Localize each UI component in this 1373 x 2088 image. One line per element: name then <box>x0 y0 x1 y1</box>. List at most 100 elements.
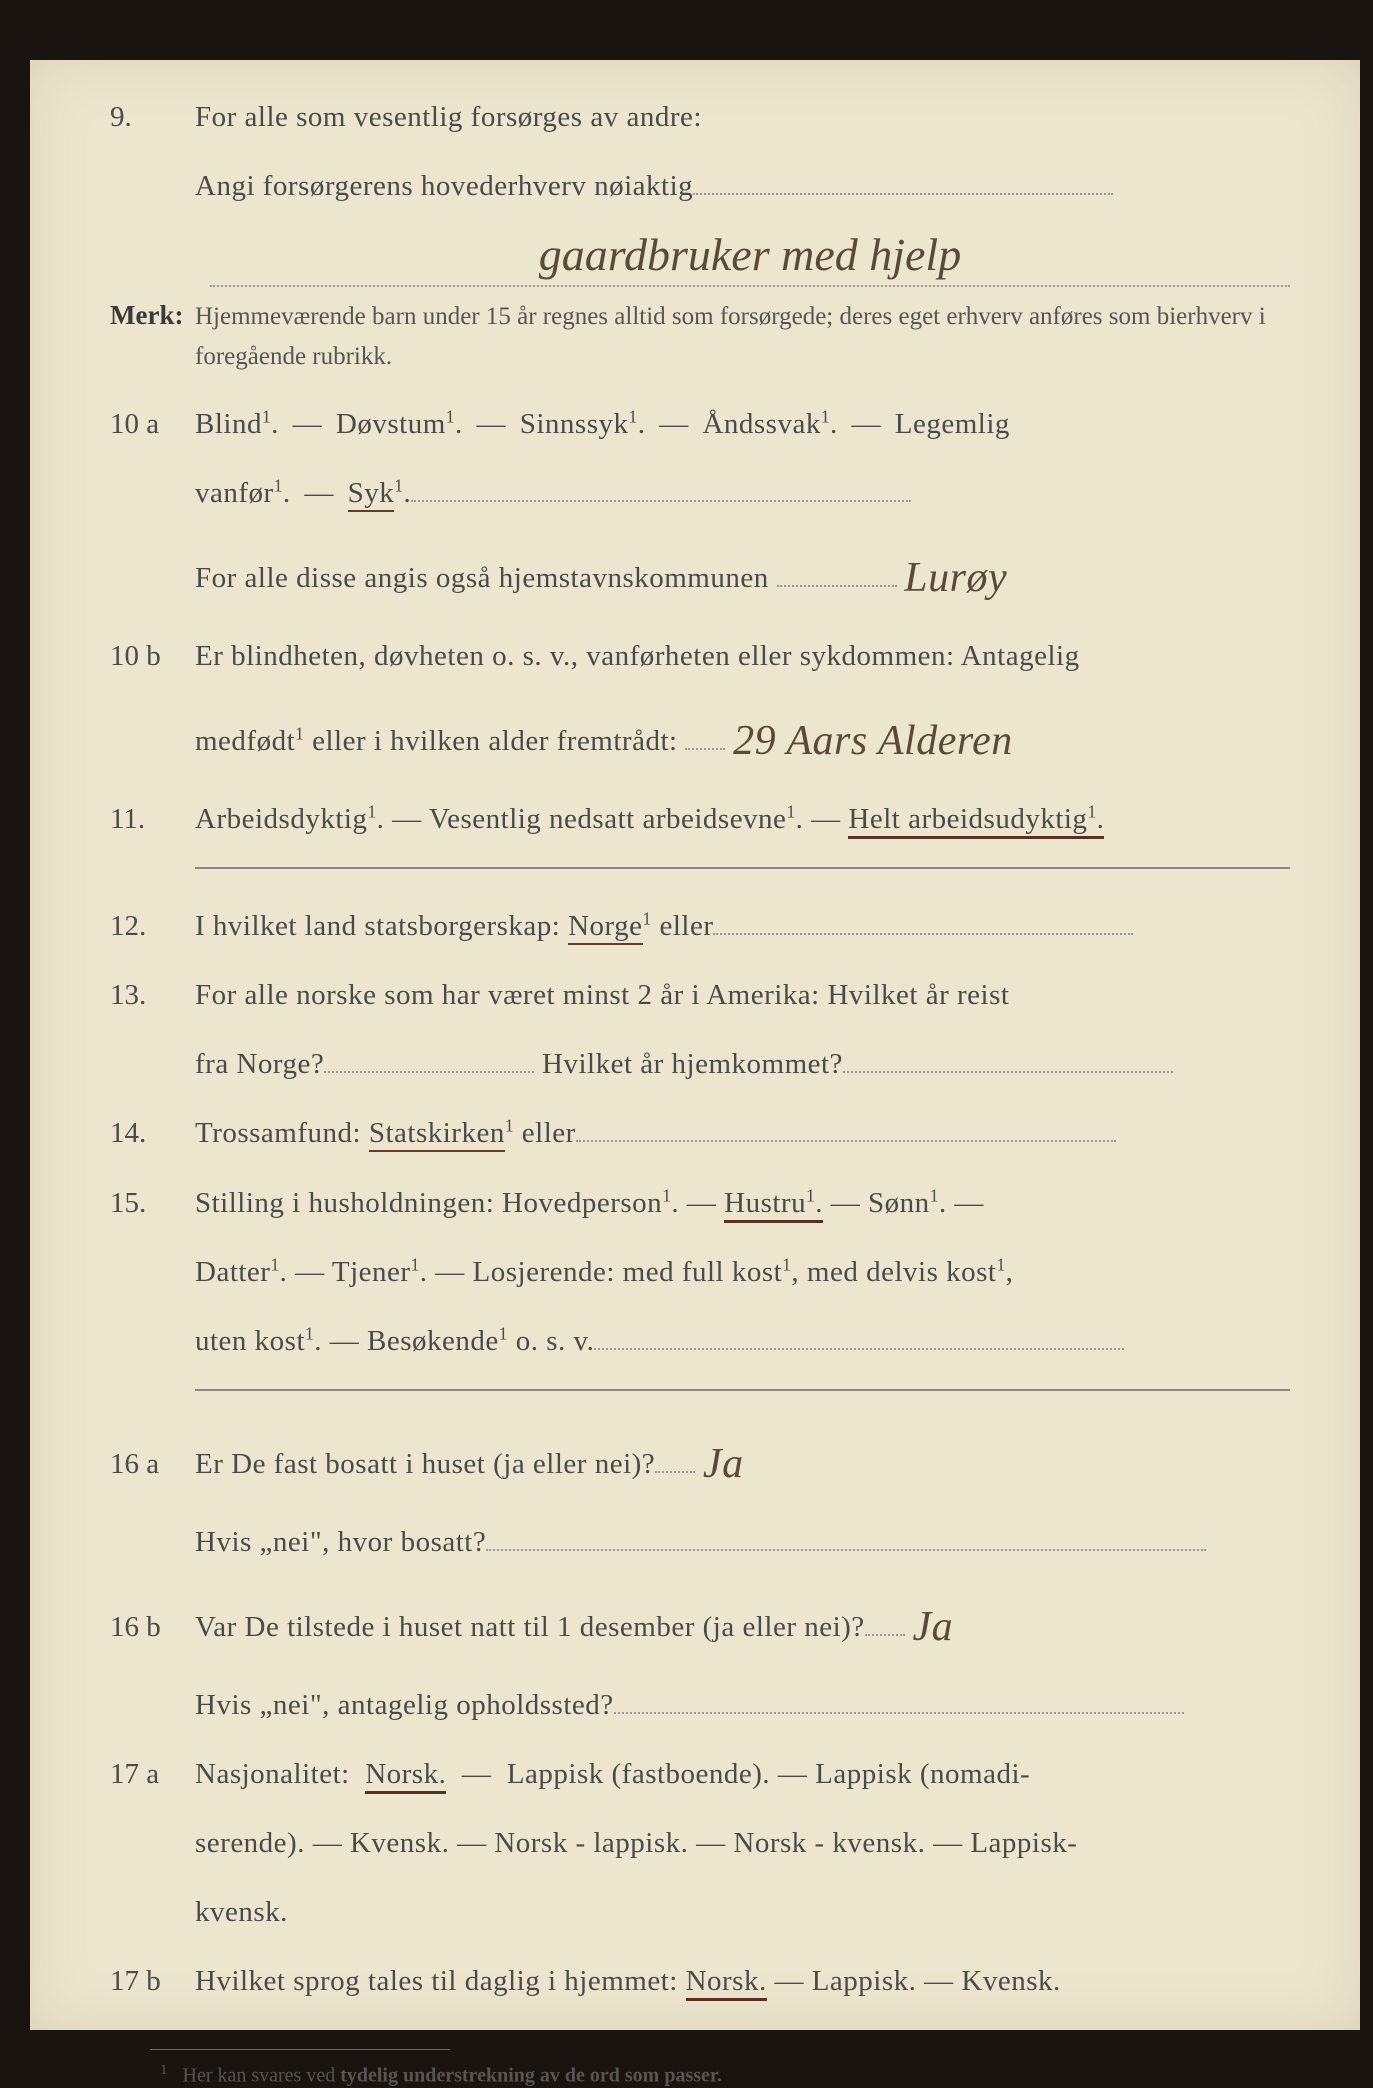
q17b-num: 17 b <box>110 1954 195 2009</box>
q10b-medfodt: medfødt <box>195 725 295 757</box>
q10b-line1: 10 b Er blindheten, døvheten o. s. v., v… <box>110 629 1290 684</box>
q11-opt1: Arbeidsdyktig <box>195 803 367 835</box>
q15-uten: uten kost <box>195 1325 305 1357</box>
q16b-hw-ja: Ja <box>912 1604 953 1650</box>
q17b-pre: Hvilket sprog tales til daglig i hjemmet… <box>195 1965 686 1997</box>
q12-pre: I hvilket land statsborgerskap: <box>195 910 568 942</box>
q9-prompt: Angi forsørgerens hovederhverv nøiaktig <box>195 170 693 202</box>
q16b-q1: Var De tilstede i huset natt til 1 desem… <box>195 1611 865 1643</box>
q9-line2: Angi forsørgerens hovederhverv nøiaktig <box>110 159 1290 214</box>
q16a-fill1 <box>655 1441 695 1473</box>
q14-statskirken-underlined: Statskirken <box>369 1117 505 1152</box>
merk-text: Hjemmeværende barn under 15 år regnes al… <box>195 297 1290 377</box>
q15-osv: o. s. v. <box>508 1325 594 1357</box>
q10a-text2: vanfør1. — Syk1. <box>195 466 1290 521</box>
q13-num: 13. <box>110 968 195 1023</box>
census-form-page: 9. For alle som vesentlig forsørges av a… <box>30 60 1360 2030</box>
q15-pre: Stilling i husholdningen: Hovedperson <box>195 1187 662 1219</box>
footnote: 1 Her kan svares ved tydelig understrekn… <box>160 2062 1290 2088</box>
q17b-text: Hvilket sprog tales til daglig i hjemmet… <box>195 1954 1290 2009</box>
q17a-text2: serende). — Kvensk. — Norsk - lappisk. —… <box>195 1816 1290 1871</box>
q10b-num: 10 b <box>110 629 195 684</box>
q11-opt2: Vesentlig nedsatt arbeidsevne <box>429 803 787 835</box>
q10a-fill2 <box>777 555 897 587</box>
q15-datter: Datter <box>195 1256 270 1288</box>
q12-text: I hvilket land statsborgerskap: Norge1 e… <box>195 899 1290 954</box>
q10a-blind: Blind <box>195 408 262 440</box>
divider-1 <box>195 867 1290 869</box>
q15-num: 15. <box>110 1176 195 1231</box>
q16b-fill1 <box>865 1604 905 1636</box>
q11-opt3-underlined: Helt arbeidsudyktig1. <box>848 803 1104 839</box>
q15-line2: Datter1. — Tjener1. — Losjerende: med fu… <box>110 1245 1290 1300</box>
q17b-norsk-underlined: Norsk. <box>686 1965 767 2001</box>
q14-text: Trossamfund: Statskirken1 eller <box>195 1106 1290 1161</box>
q10b-hw-age: 29 Aars Alderen <box>733 718 1013 764</box>
q15-tjener: Tjener <box>332 1256 411 1288</box>
q17a-pre: Nasjonalitet: <box>195 1758 350 1790</box>
merk-row: Merk: Hjemmeværende barn under 15 år reg… <box>110 297 1290 377</box>
q12-fill <box>713 903 1133 935</box>
q14-post: eller <box>522 1117 576 1149</box>
q16a-line2: Hvis „nei", hvor bosatt? <box>110 1515 1290 1570</box>
footnote-sup: 1 <box>160 2062 168 2078</box>
q10b-fill <box>685 718 725 750</box>
q9-fill <box>693 163 1113 195</box>
q15-hustru-underlined: Hustru1. <box>724 1187 823 1223</box>
q9-handwriting: gaardbruker med hjelp <box>210 228 1290 287</box>
q16a-fill2 <box>486 1519 1206 1551</box>
q9-line1: 9. For alle som vesentlig forsørges av a… <box>110 90 1290 145</box>
q15-besok: Besøkende <box>367 1325 499 1357</box>
q12-norge-underlined: Norge <box>568 910 642 945</box>
q10b-post: eller i hvilken alder fremtrådt: <box>304 725 677 757</box>
q17a-opts: Lappisk (fastboende). — Lappisk (nomadi- <box>507 1758 1030 1790</box>
q15-line3: uten kost1. — Besøkende1 o. s. v. <box>110 1314 1290 1369</box>
q15-fill <box>594 1318 1124 1350</box>
q13-fill2 <box>843 1041 1173 1073</box>
q13-text1: For alle norske som har været minst 2 år… <box>195 968 1290 1023</box>
q16b-num: 16 b <box>110 1600 195 1655</box>
q14-num: 14. <box>110 1106 195 1161</box>
q10a-vanfor: vanfør <box>195 477 274 509</box>
q13-return: Hvilket år hjemkommet? <box>542 1048 843 1080</box>
q9-text2: Angi forsørgerens hovederhverv nøiaktig <box>195 159 1290 214</box>
q17a-norsk-underlined: Norsk. <box>365 1758 446 1794</box>
q16a-q2: Hvis „nei", hvor bosatt? <box>195 1526 486 1558</box>
q10b-text1: Er blindheten, døvheten o. s. v., vanfør… <box>195 629 1290 684</box>
q17a-line1: 17 a Nasjonalitet: Norsk. — Lappisk (fas… <box>110 1747 1290 1802</box>
q10a-syk-underlined: Syk <box>348 477 395 512</box>
q14-line: 14. Trossamfund: Statskirken1 eller <box>110 1106 1290 1161</box>
q13-line1: 13. For alle norske som har været minst … <box>110 968 1290 1023</box>
q15-text1: Stilling i husholdningen: Hovedperson1. … <box>195 1176 1290 1231</box>
q10a-opts: Blind1. — Døvstum1. — Sinnssyk1. — Åndss… <box>195 397 1290 452</box>
q14-fill <box>576 1111 1116 1143</box>
q17a-text1: Nasjonalitet: Norsk. — Lappisk (fastboen… <box>195 1747 1290 1802</box>
q10a-aand: Åndssvak <box>702 408 820 440</box>
q16a-num: 16 a <box>110 1437 195 1492</box>
footnote-divider <box>150 2049 450 2050</box>
q11-num: 11. <box>110 792 195 847</box>
q16b-line2: Hvis „nei", antagelig opholdssted? <box>110 1678 1290 1733</box>
q10a-sinn: Sinnssyk <box>520 408 629 440</box>
q17a-text3: kvensk. <box>195 1885 1290 1940</box>
q13-line2: fra Norge? Hvilket år hjemkommet? <box>110 1037 1290 1092</box>
q10a-deaf: Døvstum <box>336 408 446 440</box>
q10a-line2: vanfør1. — Syk1. <box>110 466 1290 521</box>
q10a-num: 10 a <box>110 397 195 452</box>
q10a-line3: For alle disse angis også hjemstavnskomm… <box>110 535 1290 615</box>
q10a-legem: Legemlig <box>895 408 1010 440</box>
q12-num: 12. <box>110 899 195 954</box>
q16a-hw-ja: Ja <box>703 1441 744 1487</box>
q16b-q2: Hvis „nei", antagelig opholdssted? <box>195 1689 614 1721</box>
q9-text1: For alle som vesentlig forsørges av andr… <box>195 90 1290 145</box>
q15-line1: 15. Stilling i husholdningen: Hovedperso… <box>110 1176 1290 1231</box>
q14-pre: Trossamfund: <box>195 1117 369 1149</box>
q16b-fill2 <box>614 1682 1184 1714</box>
q13-text2: fra Norge? Hvilket år hjemkommet? <box>195 1037 1290 1092</box>
footnote-bold: tydelig understrekning av de ord som pas… <box>340 2065 722 2087</box>
q15-los: Losjerende: med full kost <box>473 1256 783 1288</box>
q16b-line1: 16 b Var De tilstede i huset natt til 1 … <box>110 1584 1290 1664</box>
q15-text2: Datter1. — Tjener1. — Losjerende: med fu… <box>195 1245 1290 1300</box>
q10a-hjemstavn: For alle disse angis også hjemstavnskomm… <box>195 562 769 594</box>
q15-sonn: Sønn <box>868 1187 930 1219</box>
